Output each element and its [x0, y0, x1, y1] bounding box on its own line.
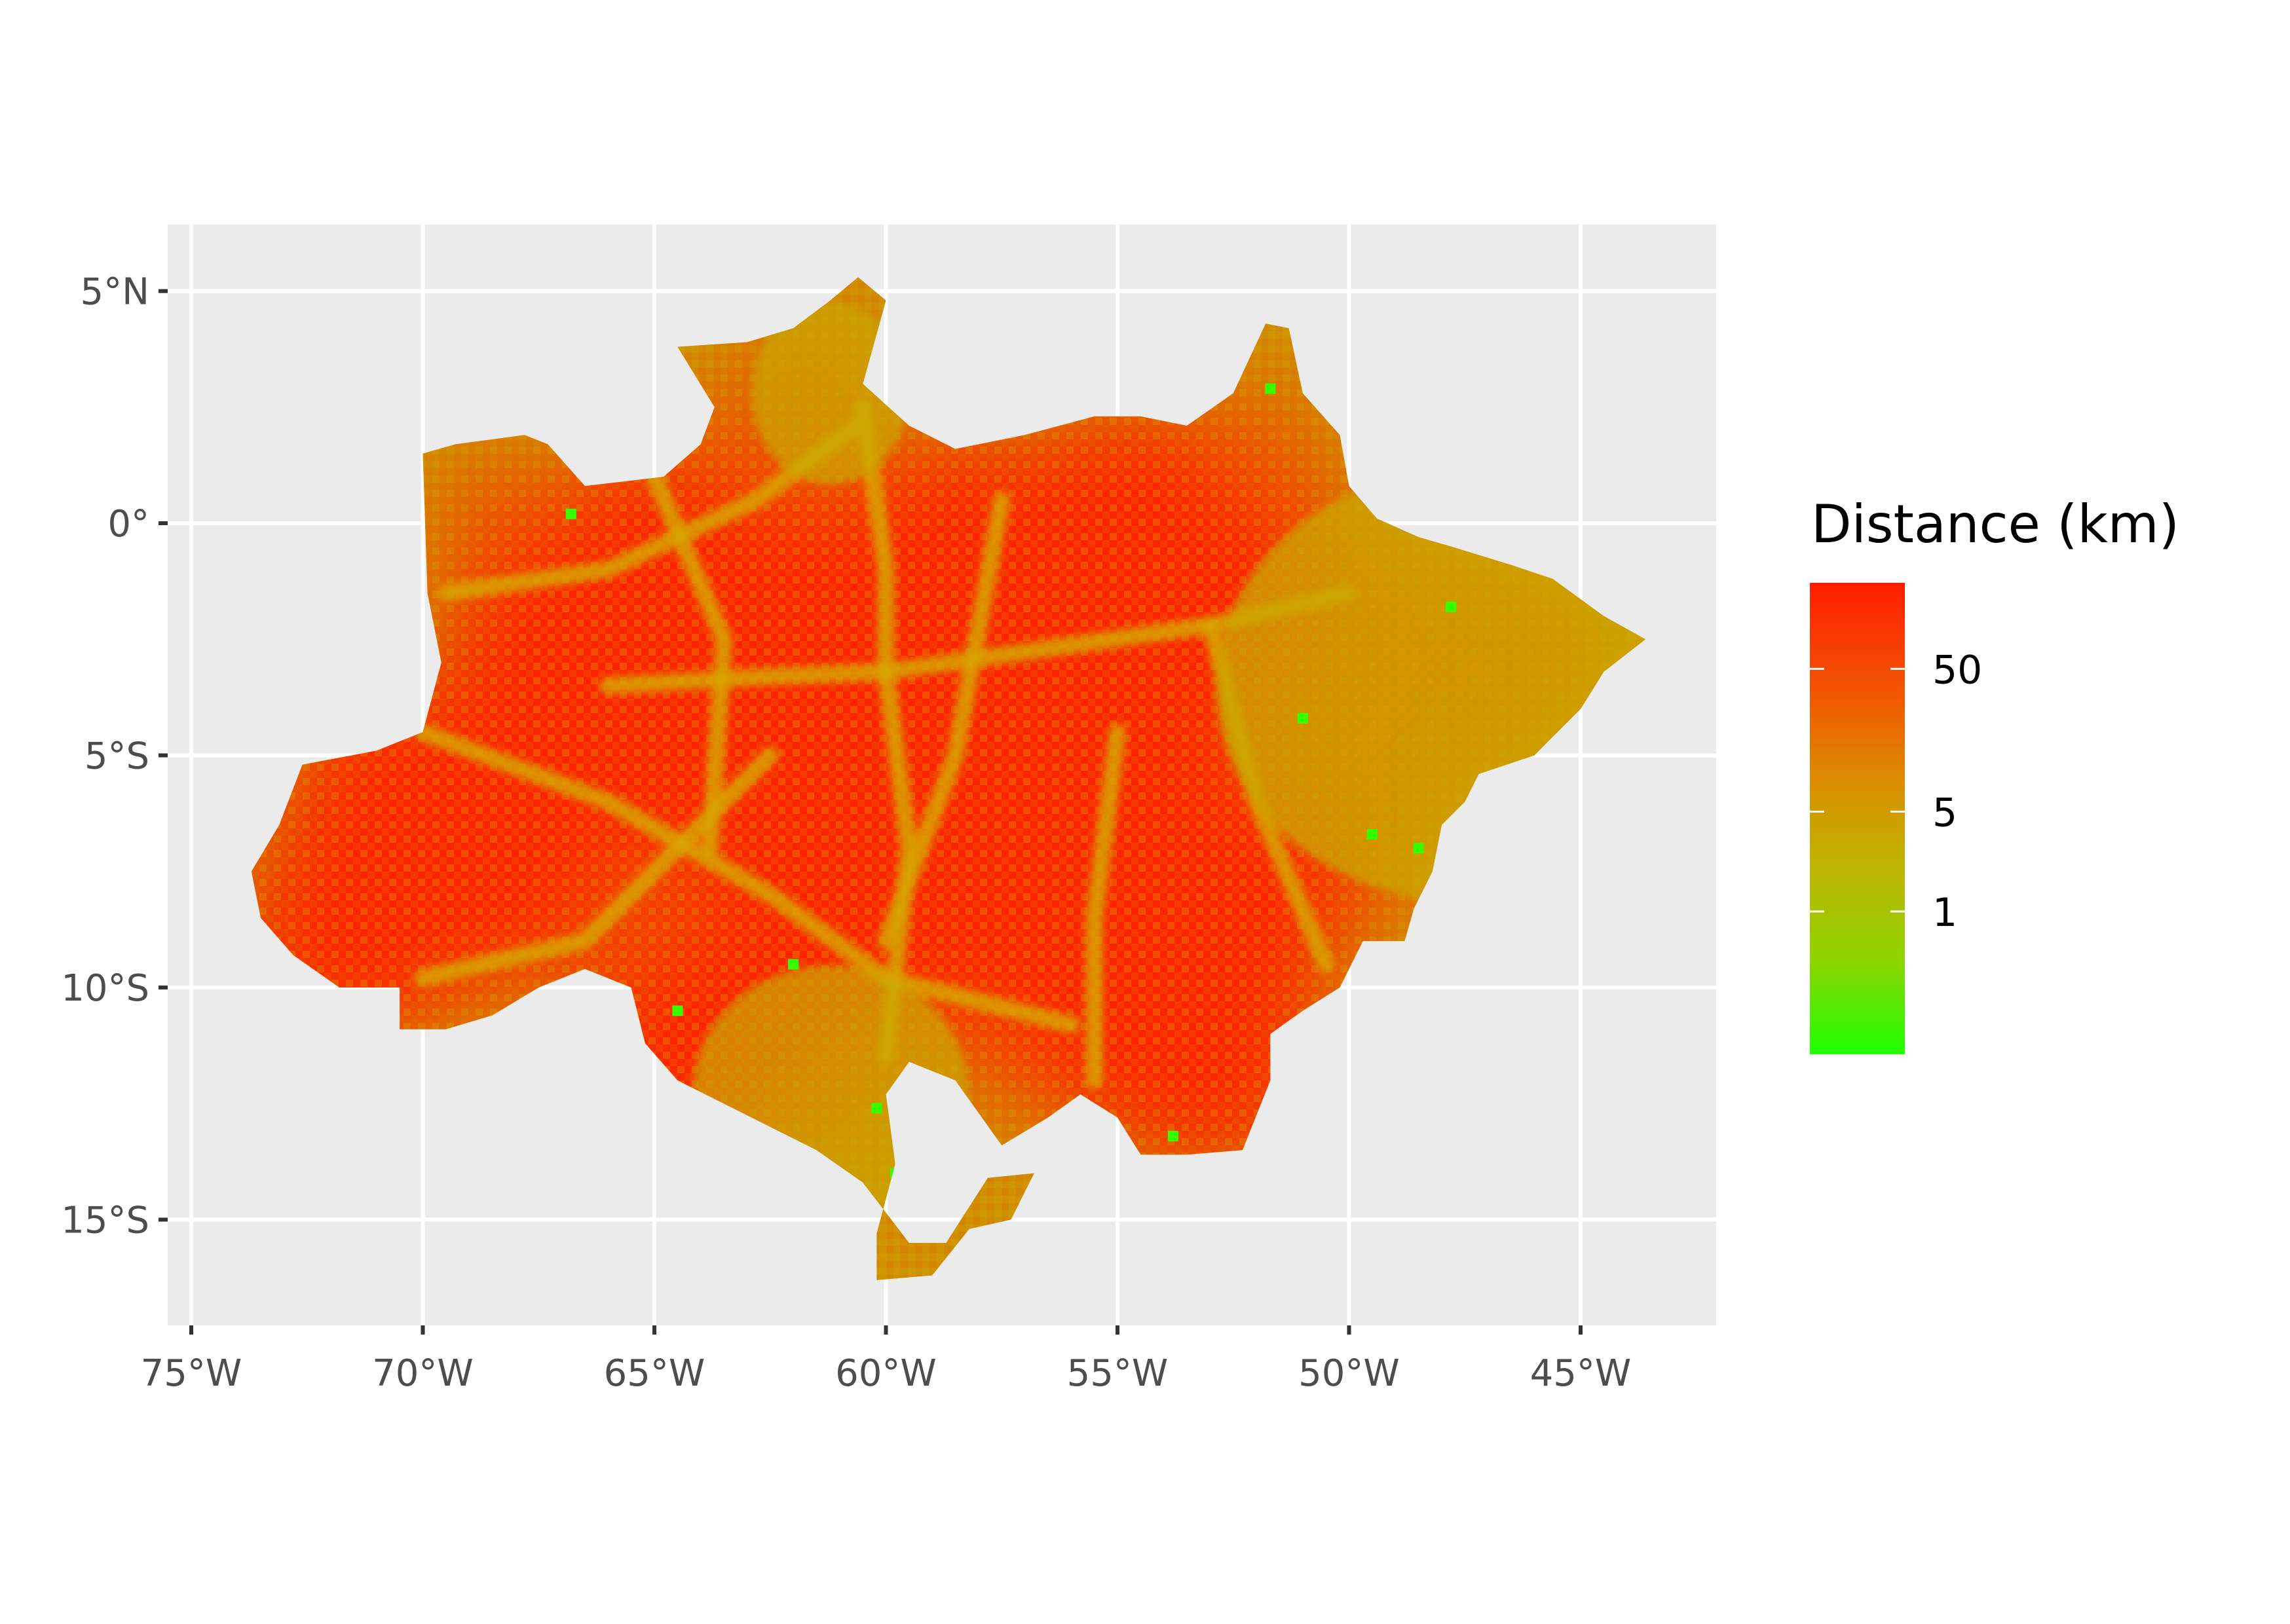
corridor-5 [1085, 724, 1126, 1089]
x-tick-label-3: 60°W [835, 1352, 937, 1395]
green-cell-1 [1446, 601, 1457, 612]
green-cell-9 [1413, 843, 1424, 854]
green-cell-6 [1265, 383, 1276, 394]
y-tick-label-0: 5°N [80, 271, 149, 314]
green-cell-8 [788, 959, 799, 970]
y-axis: 5°N 0° 5°S 10°S 15°S [61, 271, 168, 1242]
y-tick-label-4: 15°S [61, 1200, 149, 1242]
northern-near-area [751, 301, 909, 485]
legend-label-0: 50 [1932, 647, 1982, 693]
legend-label-1: 5 [1932, 790, 1957, 836]
green-cell-5 [1366, 829, 1378, 840]
green-cell-10 [1297, 712, 1308, 724]
y-tick-label-3: 10°S [61, 967, 149, 1010]
corridor-8 [646, 468, 733, 857]
legend-label-2: 1 [1932, 890, 1957, 936]
legend-title: Distance (km) [1811, 494, 2179, 555]
x-tick-label-2: 65°W [604, 1352, 705, 1395]
x-axis: 75°W 70°W 65°W 60°W 55°W 50°W 45°W [141, 1325, 1632, 1395]
x-tick-label-6: 45°W [1530, 1352, 1632, 1395]
x-tick-label-5: 50°W [1298, 1352, 1400, 1395]
legend-colorbar [1810, 583, 1905, 1054]
legend: Distance (km) 50 5 1 [1810, 494, 2179, 1054]
x-tick-label-1: 70°W [372, 1352, 474, 1395]
legend-breaks: 50 5 1 [1810, 647, 1982, 936]
x-tick-label-0: 75°W [141, 1352, 242, 1395]
green-cell-4 [1167, 1130, 1178, 1141]
green-cell-7 [672, 1005, 683, 1016]
green-cell-2 [871, 1103, 882, 1114]
green-cell-0 [565, 508, 576, 519]
corridor-4 [877, 491, 1011, 950]
zero-distance-cells [565, 383, 1457, 1179]
y-tick-label-2: 5°S [84, 735, 149, 778]
y-tick-label-1: 0° [107, 503, 149, 545]
x-tick-label-4: 55°W [1067, 1352, 1169, 1395]
corridor-3 [414, 724, 1080, 1033]
